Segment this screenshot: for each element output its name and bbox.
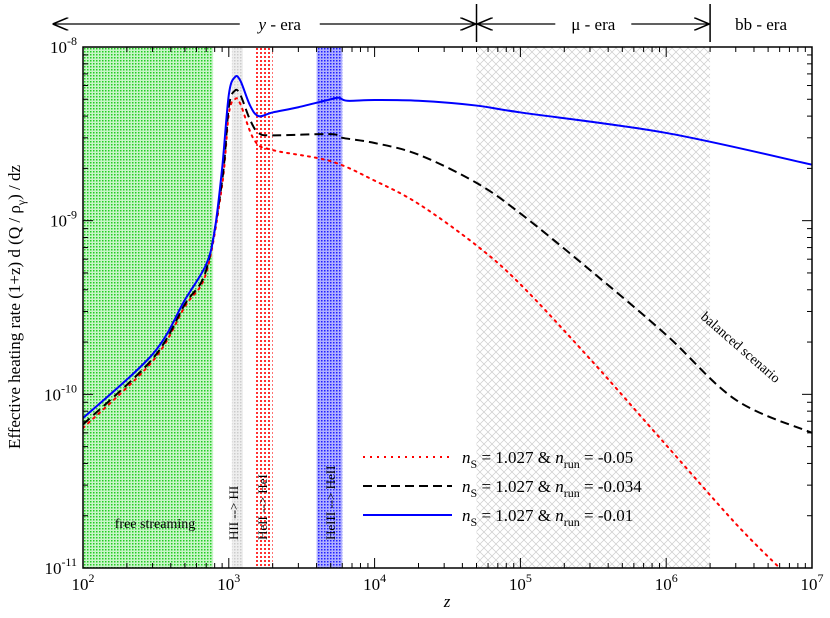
x-tick-label: 107 [801,571,824,594]
series-line-2 [83,75,812,419]
band-2 [254,47,273,568]
y-tick-label: 10-8 [50,34,77,57]
legend-entry-1: nS = 1.027 & nrun = -0.034 [462,477,642,500]
balanced-scenario-annotation: balanced scenario [697,310,782,387]
band-label-1: HII --> HI [226,486,241,540]
y-tick-label: 10-10 [44,381,77,404]
legend-entry-2: nS = 1.027 & nrun = -0.01 [462,506,633,529]
y-axis-label: Effective heating rate (1+z) d (Q / ργ) … [5,165,28,450]
x-tick-label: 103 [217,571,240,594]
x-tick-label: 105 [509,571,532,594]
plot-frame [82,46,813,569]
x-tick-label: 106 [655,571,678,594]
x-tick-label: 102 [72,571,95,594]
legend-entry-0: nS = 1.027 & nrun = -0.05 [462,448,633,471]
era-label-2: bb - era [735,15,787,34]
y-tick-label: 10-9 [50,208,77,231]
band-label-2: HeII --> HeI [255,474,270,540]
y-tick-label: 10-11 [44,555,77,578]
era-label-0: y - era [257,15,302,34]
band-1 [231,47,243,568]
x-axis-label: z [443,592,451,611]
band-label-3: HeIII --> HeII [323,466,338,540]
era-label-1: μ - era [571,15,615,34]
x-tick-label: 104 [363,571,386,594]
band-label-free-streaming: free streaming [115,517,195,532]
band-0 [83,47,214,568]
